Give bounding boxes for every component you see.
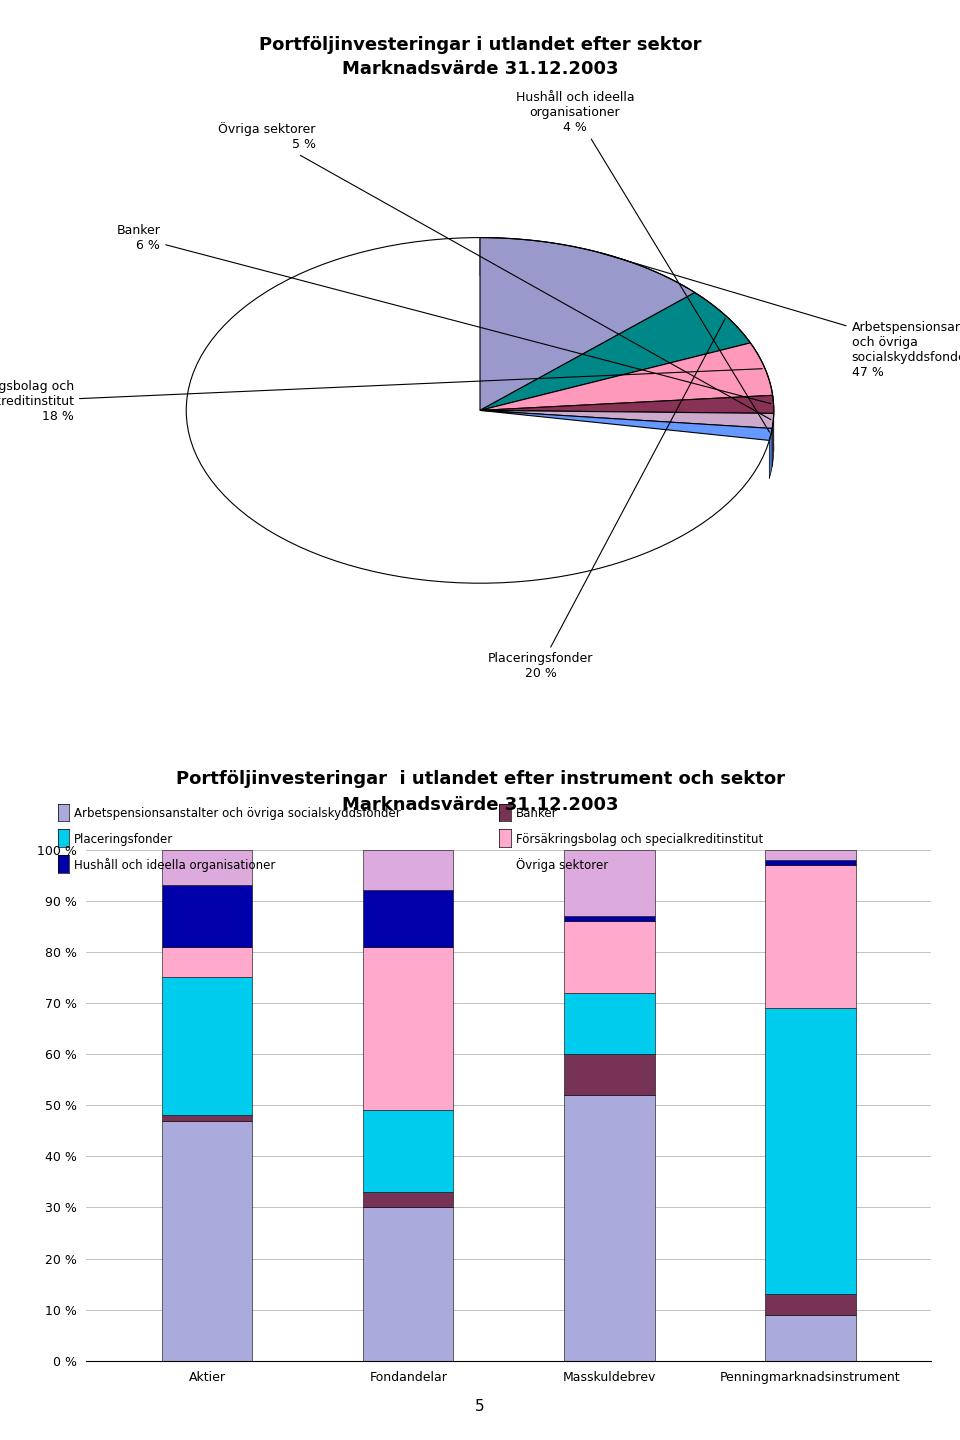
Bar (564, 1054, 655, 1094)
Polygon shape (772, 413, 774, 467)
PathPatch shape (480, 292, 751, 410)
Text: Portföljinvesteringar  i utlandet efter instrument och sektor: Portföljinvesteringar i utlandet efter i… (176, 770, 784, 789)
Bar (363, 1192, 453, 1207)
Text: Övriga sektorer: Övriga sektorer (516, 858, 608, 873)
Bar (765, 865, 855, 1008)
Text: Banker: Banker (516, 806, 557, 821)
Bar (765, 850, 855, 860)
Polygon shape (751, 343, 773, 433)
Bar (765, 860, 855, 865)
Bar (564, 916, 655, 922)
Text: Placeringsfonder
20 %: Placeringsfonder 20 % (488, 318, 725, 680)
Polygon shape (769, 429, 772, 478)
Text: Marknadsvärde 31.12.2003: Marknadsvärde 31.12.2003 (342, 60, 618, 78)
PathPatch shape (480, 410, 774, 429)
Bar (162, 886, 252, 946)
Bar (363, 1207, 453, 1361)
PathPatch shape (480, 410, 772, 441)
Bar (765, 1008, 855, 1295)
Bar (162, 1116, 252, 1120)
Bar (162, 850, 252, 886)
Text: Övriga sektorer
5 %: Övriga sektorer 5 % (219, 122, 771, 419)
PathPatch shape (480, 238, 695, 410)
Text: Försäkringsbolag och specialkreditinstitut: Försäkringsbolag och specialkreditinstit… (516, 832, 763, 847)
Text: 5: 5 (475, 1400, 485, 1414)
Polygon shape (695, 292, 751, 382)
Text: Banker
6 %: Banker 6 % (116, 223, 771, 403)
Bar (363, 1110, 453, 1192)
Text: Arbetspensionsanstalter och övriga socialskyddsfonder: Arbetspensionsanstalter och övriga socia… (74, 806, 400, 821)
Bar (765, 1315, 855, 1361)
Bar (162, 978, 252, 1116)
Bar (162, 946, 252, 978)
Bar (564, 922, 655, 992)
Bar (363, 946, 453, 1110)
Bar (564, 992, 655, 1054)
PathPatch shape (480, 396, 774, 413)
Text: Försäkringsbolag och
specialkreditinstitut
18 %: Försäkringsbolag och specialkreditinstit… (0, 369, 762, 423)
PathPatch shape (480, 343, 773, 410)
Bar (363, 850, 453, 890)
Text: Portföljinvesteringar i utlandet efter sektor: Portföljinvesteringar i utlandet efter s… (259, 36, 701, 53)
Bar (363, 890, 453, 946)
Text: Placeringsfonder: Placeringsfonder (74, 832, 173, 847)
Text: Arbetspensionsanstalter
och övriga
socialskyddsfonder
47 %: Arbetspensionsanstalter och övriga socia… (600, 253, 960, 379)
Polygon shape (773, 396, 774, 451)
Text: Hushåll och ideella
organisationer
4 %: Hushåll och ideella organisationer 4 % (516, 91, 770, 432)
Polygon shape (480, 238, 695, 331)
Text: Hushåll och ideella organisationer: Hushåll och ideella organisationer (74, 858, 276, 873)
Bar (765, 1295, 855, 1315)
Bar (162, 1120, 252, 1361)
Bar (564, 1094, 655, 1361)
Bar (564, 850, 655, 916)
Text: Marknadsvärde 31.12.2003: Marknadsvärde 31.12.2003 (342, 796, 618, 814)
